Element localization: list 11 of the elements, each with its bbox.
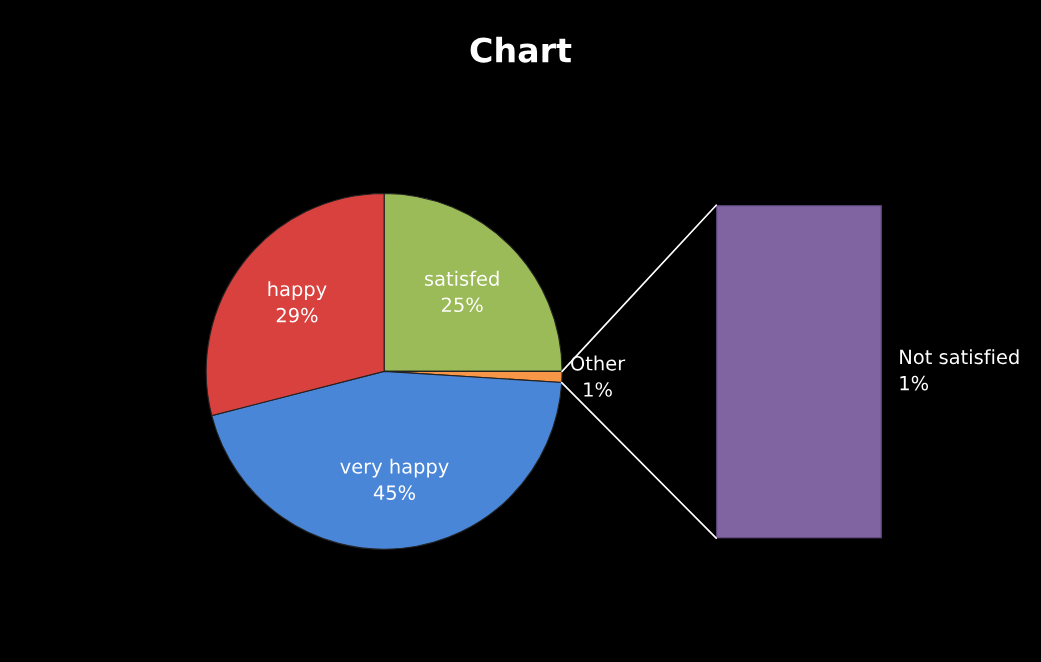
data-label: 29% [276,307,318,323]
slice-label: satisfed [425,270,499,286]
data-label: 45% [373,485,416,500]
data-label: 1% [584,382,612,397]
slice-label: Other [571,355,626,371]
category-label: Not satisfied [900,349,1019,365]
data-label: 25% [441,297,483,313]
data-label: 1% [900,375,929,391]
slice-label: happy [268,281,327,301]
slice-label: very happy [340,458,449,478]
chart-title: Chart [470,36,572,63]
